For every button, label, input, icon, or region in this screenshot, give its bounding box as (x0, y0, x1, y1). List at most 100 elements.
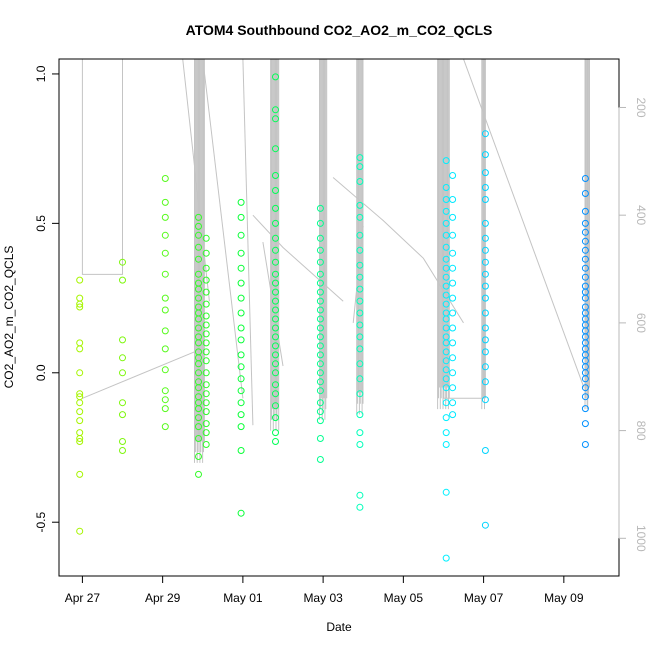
data-point (481, 151, 489, 159)
data-point (76, 276, 84, 284)
data-point (195, 414, 202, 422)
x-tick-label: May 03 (303, 591, 343, 605)
data-point (316, 408, 324, 416)
data-point (119, 369, 126, 377)
data-point (316, 306, 324, 314)
data-point (272, 342, 279, 350)
data-point (195, 470, 202, 478)
x-axis-label: Date (326, 620, 352, 634)
data-point (272, 258, 279, 266)
data-point (195, 213, 202, 221)
data-point (449, 339, 457, 347)
data-point (161, 423, 169, 431)
data-point (316, 399, 324, 407)
data-point (76, 438, 84, 445)
data-point (316, 246, 324, 254)
data-point (237, 351, 245, 359)
data-point (481, 258, 489, 266)
data-point (356, 231, 364, 239)
grey-line-segment (202, 59, 244, 399)
data-point (161, 387, 169, 395)
data-point (202, 321, 210, 329)
data-point (272, 429, 279, 437)
data-point (442, 207, 450, 215)
data-point (316, 219, 324, 227)
data-point (161, 175, 169, 182)
data-point (449, 369, 457, 377)
data-point (481, 378, 489, 386)
data-point (202, 369, 210, 377)
y-tick-label: 0.5 (34, 215, 48, 232)
points-layer (76, 73, 589, 562)
data-point (481, 363, 489, 371)
data-point (581, 384, 589, 392)
data-point (356, 178, 364, 185)
data-point (237, 411, 245, 419)
data-point (272, 246, 279, 254)
data-point (195, 255, 202, 263)
data-point (195, 243, 202, 251)
data-point (237, 309, 245, 317)
data-point (161, 294, 169, 302)
data-point (481, 396, 489, 404)
data-point (119, 354, 126, 362)
data-point (442, 488, 450, 496)
data-point (237, 294, 245, 302)
data-point (161, 270, 169, 278)
data-point (202, 339, 210, 347)
data-point (161, 231, 169, 239)
data-point (481, 130, 489, 138)
data-point (442, 157, 450, 165)
data-point (237, 363, 245, 371)
data-point (442, 366, 450, 374)
data-point (119, 447, 126, 454)
y-axis-label: CO2_AO2_m_CO2_QCLS (2, 246, 16, 389)
data-point (481, 309, 489, 317)
data-point (316, 297, 324, 305)
data-point (195, 423, 202, 431)
y-tick-label: 1.0 (34, 65, 48, 82)
data-point (76, 470, 84, 478)
data-point (442, 315, 450, 323)
data-point (272, 73, 279, 81)
data-point (237, 213, 245, 221)
data-point (76, 527, 84, 535)
data-point (481, 294, 489, 302)
data-point (272, 333, 279, 341)
data-point (119, 258, 126, 266)
data-point (316, 351, 324, 359)
data-point (272, 279, 279, 287)
data-point (161, 306, 169, 314)
data-point (442, 219, 450, 227)
data-point (202, 300, 210, 308)
data-point (449, 384, 457, 392)
data-point (202, 348, 210, 356)
data-point (161, 345, 169, 353)
data-point (237, 249, 245, 257)
data-point (481, 282, 489, 290)
data-point (356, 321, 364, 329)
data-point (316, 417, 324, 425)
data-point (272, 234, 279, 242)
data-point (316, 288, 324, 296)
data-point (449, 399, 457, 407)
data-point (237, 399, 245, 407)
data-point (581, 441, 589, 448)
data-point (119, 411, 126, 419)
data-point (356, 309, 364, 317)
data-point (481, 219, 489, 227)
data-point (202, 408, 210, 416)
data-point (202, 276, 210, 284)
data-point (76, 369, 84, 377)
data-point (195, 369, 202, 377)
data-point (195, 270, 202, 278)
data-point (581, 273, 589, 281)
data-point (581, 175, 589, 182)
y-right-tick-label: 200 (634, 97, 648, 117)
data-point (272, 390, 279, 398)
data-point (76, 417, 84, 425)
data-point (449, 196, 457, 203)
data-point (481, 246, 489, 254)
data-point (202, 264, 210, 272)
data-point (442, 429, 450, 437)
